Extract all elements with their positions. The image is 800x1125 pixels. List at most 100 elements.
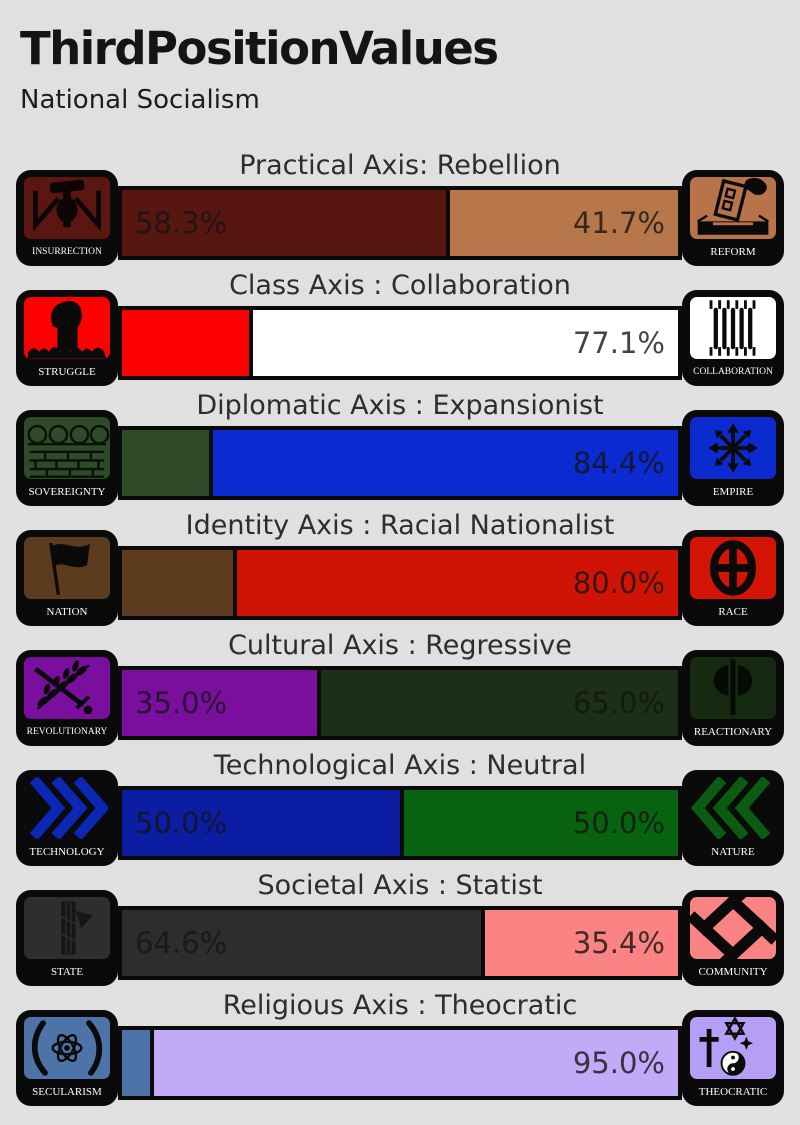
axis-title: Practical Axis: Rebellion <box>239 150 561 181</box>
axis-right-label: COMMUNITY <box>698 966 768 978</box>
axis-left-label: INSURRECTION <box>32 247 102 257</box>
linked-arms-icon <box>690 897 776 959</box>
bound-rods-icon <box>690 297 776 359</box>
axis-right-tile: NATURE <box>682 770 784 866</box>
axis-row: Religious Axis : Theocratic SECULARISM 9… <box>0 988 800 1108</box>
axis-right-label: NATURE <box>711 846 755 858</box>
axis-left-segment <box>122 430 209 496</box>
axis-left-label: TECHNOLOGY <box>29 846 105 858</box>
axis-left-tile: INSURRECTION <box>16 170 118 266</box>
axis-right-percent: 84.4% <box>572 446 665 480</box>
axis-title: Diplomatic Axis : Expansionist <box>196 390 604 421</box>
axis-right-label: REACTIONARY <box>693 726 773 738</box>
axis-row: Class Axis : Collaboration STRUGGLE 77.1… <box>0 268 800 388</box>
axis-left-segment: 64.6% <box>122 910 482 976</box>
axis-right-label: RACE <box>718 606 748 618</box>
axis-row: Identity Axis : Racial Nationalist NATIO… <box>0 508 800 628</box>
axis-bar: 35.0% 65.0% <box>118 666 682 740</box>
axis-left-percent: 50.0% <box>135 806 228 840</box>
axis-left-tile: STATE <box>16 890 118 986</box>
axis-right-tile: REFORM <box>682 170 784 266</box>
axis-right-tile: RACE <box>682 530 784 626</box>
header: ThirdPositionValues National Socialism <box>0 0 800 148</box>
axis-title: Cultural Axis : Regressive <box>228 630 572 661</box>
axis-row: Diplomatic Axis : Expansionist SOVEREIGN… <box>0 388 800 508</box>
axis-row: Cultural Axis : Regressive REVOLUTIONARY… <box>0 628 800 748</box>
axis-title: Identity Axis : Racial Nationalist <box>185 510 615 541</box>
axis-left-segment <box>122 1030 150 1096</box>
axis-row: Practical Axis: Rebellion INSURRECTION 5… <box>0 148 800 268</box>
labrys-icon <box>690 657 776 719</box>
ballot-box-icon <box>690 177 776 239</box>
axis-bar: 58.3% 41.7% <box>118 186 682 260</box>
fasces-icon <box>24 897 110 959</box>
axis-left-label: NATION <box>46 606 88 618</box>
axis-left-tile: REVOLUTIONARY <box>16 650 118 746</box>
axis-right-tile: COMMUNITY <box>682 890 784 986</box>
axis-left-tile: STRUGGLE <box>16 290 118 386</box>
axis-left-tile: SECULARISM <box>16 1010 118 1106</box>
axis-left-label: REVOLUTIONARY <box>26 727 108 737</box>
axis-title: Class Axis : Collaboration <box>229 270 571 301</box>
axis-left-segment: 35.0% <box>122 670 317 736</box>
page-title: ThirdPositionValues <box>20 22 499 75</box>
axis-right-segment: 65.0% <box>320 670 678 736</box>
black-flag-icon <box>24 537 110 599</box>
celtic-cross-icon <box>690 537 776 599</box>
religious-symbols-icon <box>690 1017 776 1079</box>
axis-left-percent: 64.6% <box>135 926 228 960</box>
axis-left-tile: SOVEREIGNTY <box>16 410 118 506</box>
axis-right-percent: 80.0% <box>572 566 665 600</box>
axis-right-percent: 65.0% <box>572 686 665 720</box>
axis-bar: 77.1% <box>118 306 682 380</box>
axis-right-segment: 84.4% <box>212 430 678 496</box>
axis-right-segment: 41.7% <box>450 190 678 256</box>
axis-right-label: EMPIRE <box>712 486 754 498</box>
axis-right-segment: 35.4% <box>485 910 678 976</box>
axis-bar: 64.6% 35.4% <box>118 906 682 980</box>
axis-left-tile: TECHNOLOGY <box>16 770 118 866</box>
sword-laurel-icon <box>24 657 110 719</box>
axis-right-segment: 50.0% <box>404 790 678 856</box>
atom-icon <box>24 1017 110 1079</box>
axis-left-label: STRUGGLE <box>38 366 96 378</box>
axis-right-tile: EMPIRE <box>682 410 784 506</box>
axis-left-segment: 58.3% <box>122 190 447 256</box>
axis-right-percent: 35.4% <box>572 926 665 960</box>
axis-right-segment: 80.0% <box>237 550 678 616</box>
axis-right-tile: COLLABORATION <box>682 290 784 386</box>
axis-title: Religious Axis : Theocratic <box>222 990 578 1021</box>
axis-left-segment: 50.0% <box>122 790 400 856</box>
axis-bar: 84.4% <box>118 426 682 500</box>
axis-left-tile: NATION <box>16 530 118 626</box>
ideology-match-subtitle: National Socialism <box>20 85 260 116</box>
axis-left-segment <box>122 550 234 616</box>
chaos-star-icon <box>690 417 776 479</box>
axis-right-percent: 95.0% <box>572 1046 665 1080</box>
axis-left-percent: 58.3% <box>135 206 228 240</box>
barbed-wire-wall-icon <box>24 417 110 479</box>
axis-right-tile: THEOCRATIC <box>682 1010 784 1106</box>
axis-right-percent: 41.7% <box>572 206 665 240</box>
hammer-fist-icon <box>24 177 110 239</box>
axis-bar: 80.0% <box>118 546 682 620</box>
axis-bar: 95.0% <box>118 1026 682 1100</box>
nature-chevrons-icon <box>690 777 776 839</box>
axis-left-label: SOVEREIGNTY <box>28 486 106 498</box>
raised-fist-icon <box>24 297 110 359</box>
tech-chevrons-icon <box>24 777 110 839</box>
axis-right-label: REFORM <box>710 246 756 258</box>
axis-right-percent: 50.0% <box>572 806 665 840</box>
axis-right-label: THEOCRATIC <box>698 1086 768 1098</box>
axis-left-percent: 35.0% <box>135 686 228 720</box>
axis-right-segment: 77.1% <box>253 310 678 376</box>
axis-row: Societal Axis : Statist STATE 64.6% 35.4… <box>0 868 800 988</box>
axis-left-label: STATE <box>50 966 84 978</box>
axis-bar: 50.0% 50.0% <box>118 786 682 860</box>
axis-left-segment <box>122 310 250 376</box>
axis-right-label: COLLABORATION <box>693 367 773 377</box>
axis-right-tile: REACTIONARY <box>682 650 784 746</box>
axis-right-segment: 95.0% <box>153 1030 678 1096</box>
axis-title: Societal Axis : Statist <box>257 870 543 901</box>
